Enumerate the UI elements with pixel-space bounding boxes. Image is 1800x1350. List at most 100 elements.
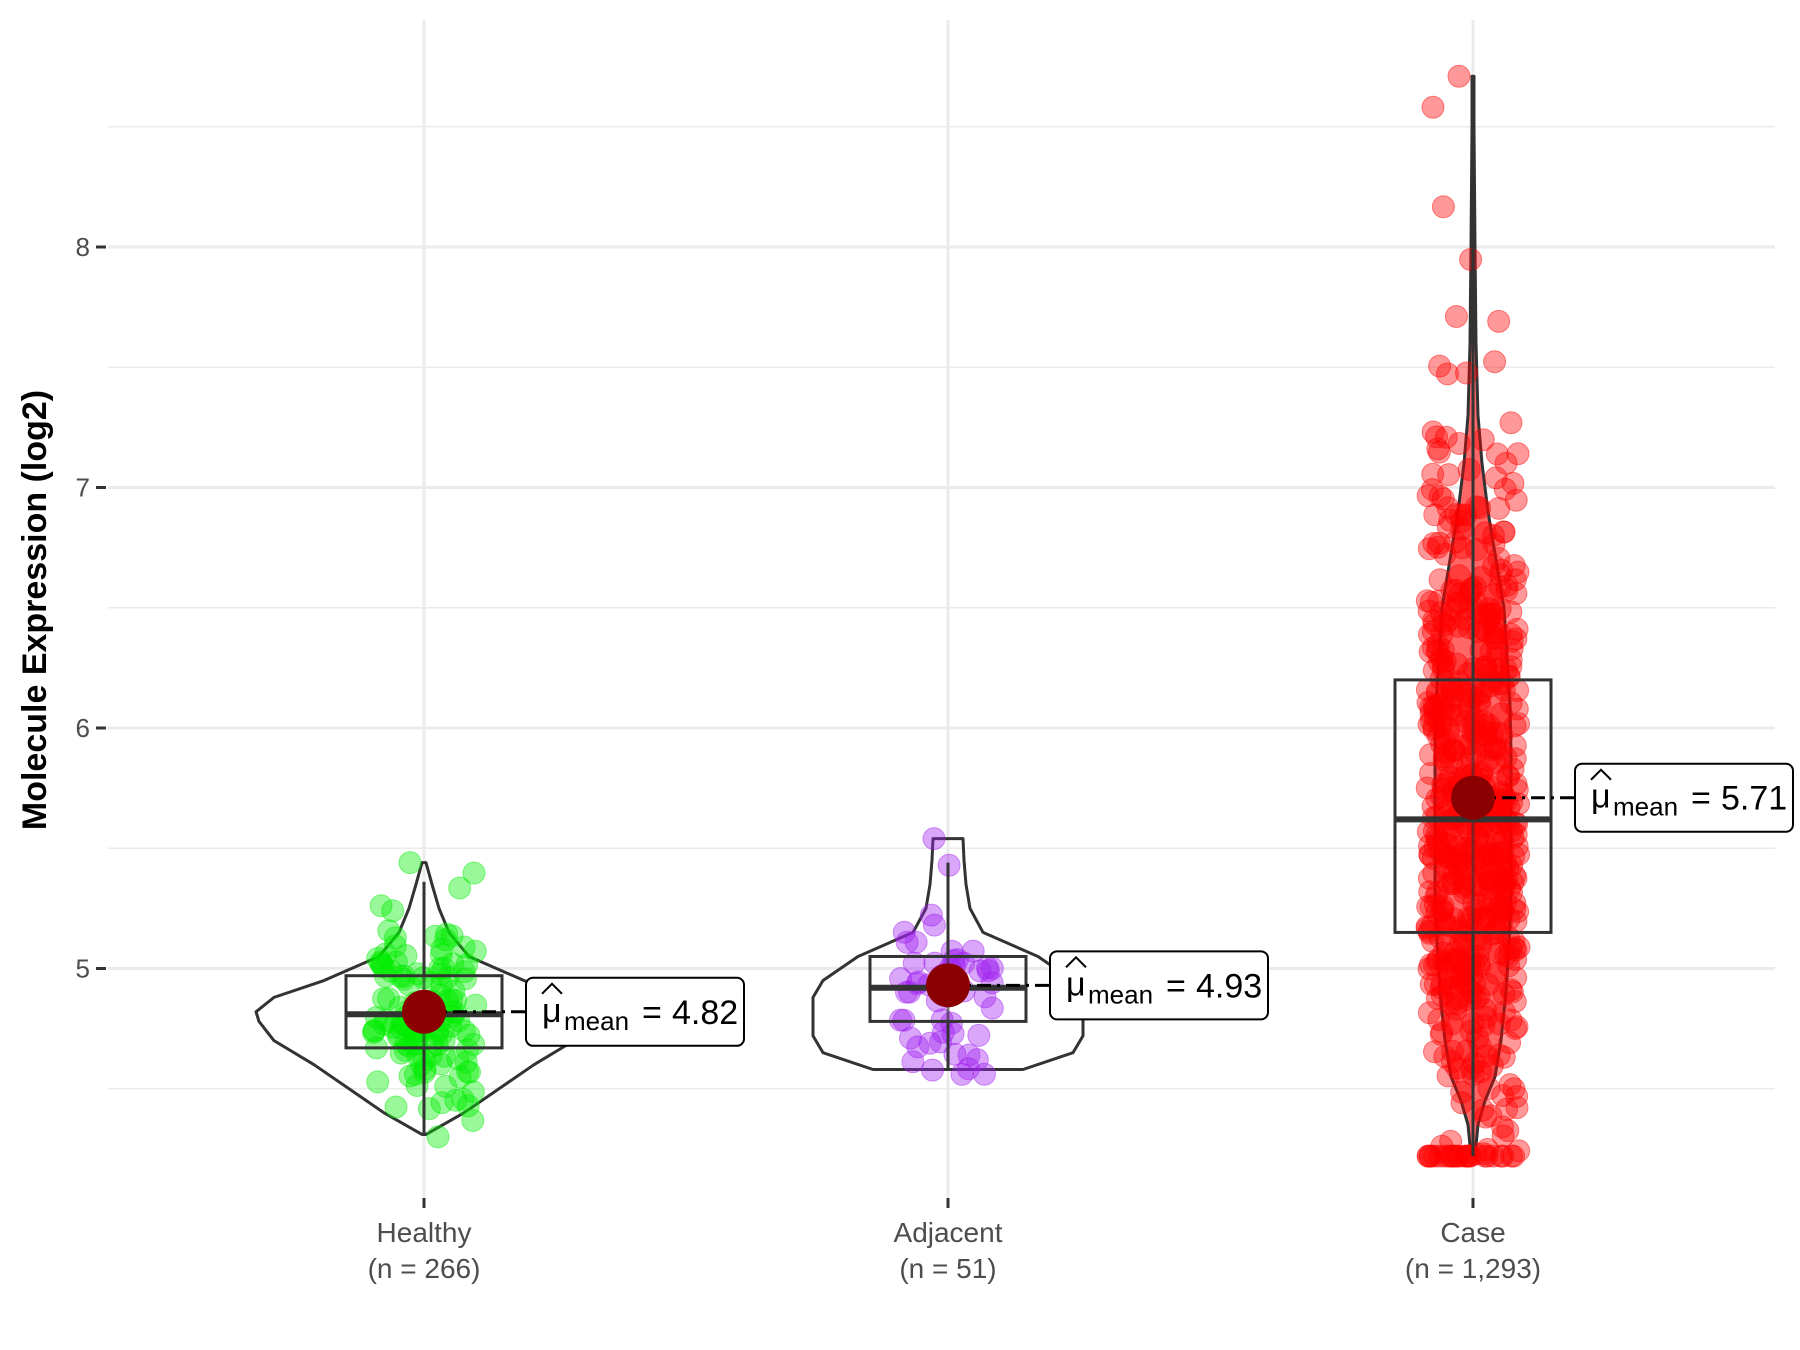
data-point [1491, 1084, 1515, 1107]
data-point [1457, 458, 1481, 481]
data-point [1427, 531, 1451, 555]
data-point [1505, 617, 1529, 641]
data-point [1499, 691, 1523, 715]
data-point [1419, 590, 1443, 614]
data-point [1423, 1040, 1446, 1064]
data-point [1458, 732, 1482, 756]
data-point [1474, 1105, 1498, 1129]
data-point [1474, 834, 1498, 858]
data-point [432, 956, 456, 980]
data-point [1504, 488, 1528, 512]
data-point [956, 1057, 980, 1081]
data-point [1437, 463, 1461, 487]
data-point [1446, 837, 1470, 861]
data-point [1431, 638, 1455, 662]
data-point [1430, 1020, 1454, 1044]
data-point [404, 1062, 427, 1086]
data-point [1496, 856, 1520, 880]
data-point [1432, 745, 1456, 769]
data-point [1501, 757, 1525, 781]
data-point [1427, 440, 1451, 464]
data-point [1484, 917, 1508, 941]
data-point [1482, 524, 1505, 547]
data-point [1423, 697, 1447, 721]
data-point [1443, 530, 1467, 554]
data-point [1430, 785, 1454, 809]
data-point [1484, 466, 1508, 490]
data-point [1426, 725, 1450, 748]
data-point [1489, 1144, 1513, 1168]
data-point [1484, 736, 1507, 760]
data-point [1506, 900, 1530, 924]
data-point [1505, 778, 1529, 802]
data-point [1504, 627, 1528, 651]
data-point [1474, 1044, 1498, 1068]
data-point [1465, 495, 1489, 519]
data-point [1478, 597, 1502, 621]
data-point [384, 1095, 408, 1119]
data-point [362, 1019, 386, 1043]
data-point [1431, 487, 1455, 511]
data-point [1448, 503, 1472, 527]
mean-hat-icon [541, 982, 563, 995]
data-point [1474, 724, 1498, 748]
data-point [1501, 471, 1525, 495]
data-point [967, 1023, 991, 1047]
data-point [384, 950, 408, 974]
data-point [1464, 598, 1488, 621]
y-tick-label: 5 [76, 954, 90, 984]
data-point [1477, 841, 1501, 865]
data-point [1481, 843, 1505, 867]
data-point [462, 1032, 486, 1056]
data-point [1432, 941, 1456, 965]
data-point [1494, 451, 1518, 475]
data-point [972, 1062, 996, 1086]
data-point [377, 919, 401, 943]
data-point [1483, 825, 1507, 849]
data-point [1479, 639, 1503, 663]
data-point [1417, 537, 1441, 561]
data-point [1475, 719, 1499, 743]
data-point [397, 1034, 421, 1058]
data-point [1421, 620, 1445, 643]
data-point [1430, 647, 1454, 671]
data-point [426, 1125, 450, 1149]
data-point [1505, 834, 1529, 858]
data-point [456, 1038, 479, 1062]
data-point [1432, 912, 1456, 936]
data-point [1497, 764, 1521, 788]
data-point [1436, 846, 1460, 870]
data-point [968, 959, 992, 983]
data-point [1446, 1144, 1469, 1168]
data-point [1436, 515, 1460, 539]
data-point [1419, 743, 1442, 767]
data-point [1491, 1115, 1514, 1139]
data-point [452, 935, 476, 959]
data-point [1448, 591, 1472, 615]
data-point [1419, 972, 1443, 996]
data-point [1458, 581, 1482, 605]
data-point [1429, 710, 1453, 734]
data-point [1453, 881, 1476, 905]
data-point [366, 947, 390, 970]
data-point [1504, 866, 1528, 890]
data-point [1504, 909, 1528, 933]
data-point [1445, 987, 1469, 1011]
data-point [434, 928, 458, 952]
data-point [1458, 979, 1482, 1003]
x-tick-label-healthy: Healthy [377, 1217, 472, 1248]
data-point [1429, 1023, 1453, 1046]
data-point [1419, 695, 1443, 719]
data-point [1488, 597, 1512, 621]
mean-hat-icon [1065, 955, 1087, 969]
data-point [1437, 1144, 1461, 1168]
mean-hat-icon [1590, 768, 1612, 781]
data-point [1419, 953, 1443, 977]
mean-subscript: mean [564, 1006, 629, 1036]
data-point [1430, 898, 1454, 922]
data-point [1480, 721, 1504, 745]
data-point [1490, 867, 1514, 891]
data-point [1477, 869, 1501, 893]
data-point [1491, 877, 1515, 901]
data-point [1459, 248, 1483, 271]
